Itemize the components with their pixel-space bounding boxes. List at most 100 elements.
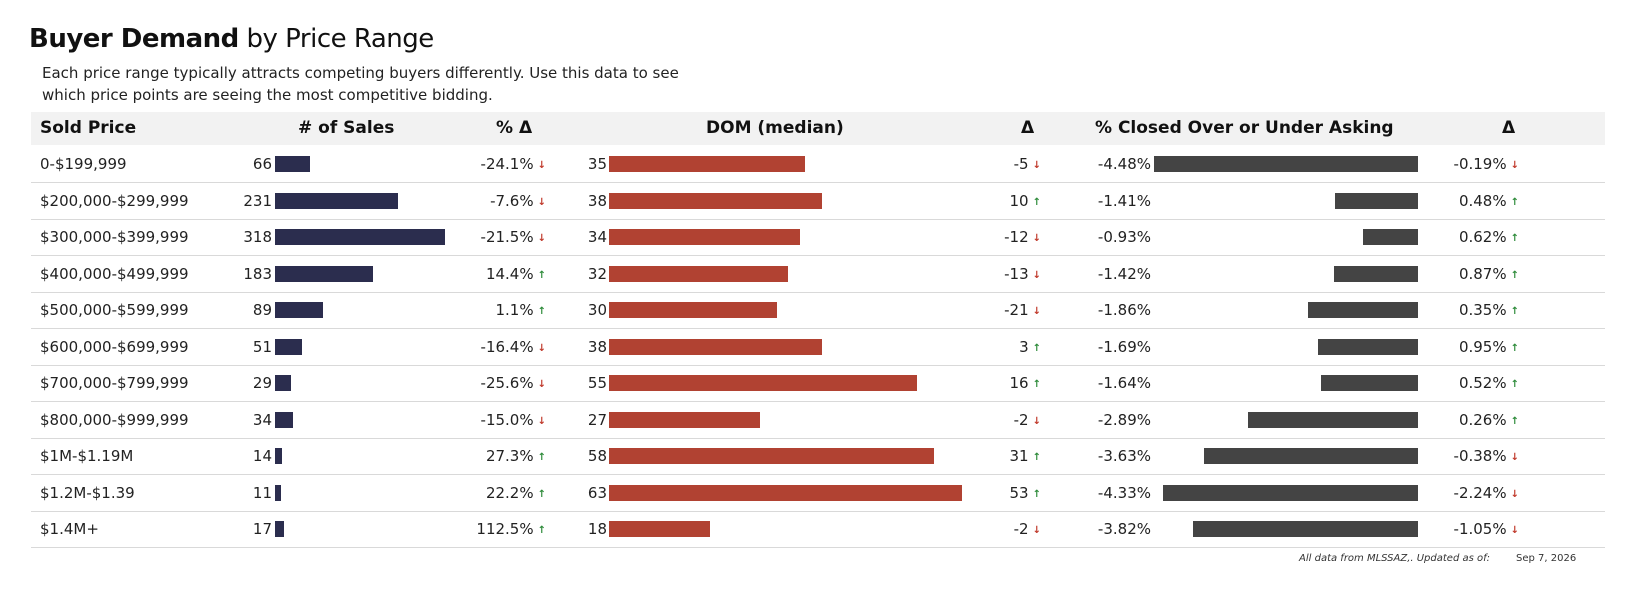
up-arrow-icon: ↑ <box>1510 306 1519 317</box>
up-arrow-icon: ↑ <box>1032 379 1041 390</box>
up-arrow-icon: ↑ <box>1510 196 1519 208</box>
header-dom: DOM (median) <box>706 118 844 138</box>
dom-value: 35 <box>587 155 607 173</box>
table-row: $800,000-$999,999 34 -15.0% ↓ 27 -2 ↓ -2.89% 0.2… <box>31 402 1605 439</box>
sold-price: $200,000-$299,999 <box>40 191 189 210</box>
table-row: $600,000-$699,999 51 -16.4% ↓ 38 3 ↑ -1.69% 0.95… <box>31 329 1605 366</box>
dom-bar <box>609 338 822 355</box>
dom-change: 3 <box>1019 337 1029 356</box>
up-arrow-icon: ↑ <box>1032 196 1041 208</box>
dom-value: 30 <box>587 301 607 319</box>
dom-change: -5 <box>1013 155 1029 173</box>
sales-bar <box>275 156 311 172</box>
sales-change: -15.0% <box>480 410 534 429</box>
dom-change: 16 <box>1009 374 1029 392</box>
dom-change: -13 <box>1004 264 1029 283</box>
up-arrow-icon: ↑ <box>537 269 546 281</box>
closed-bar <box>1247 411 1418 428</box>
closed-change: -0.19% <box>1453 155 1507 173</box>
dom-value: 38 <box>587 337 607 356</box>
down-arrow-icon: ↓ <box>1032 306 1041 317</box>
dom-bar <box>609 448 934 464</box>
table-row: $200,000-$299,999 231 -7.6% ↓ 38 10 ↑ -1.41% 0.4… <box>31 183 1605 220</box>
footer-note: All data from MLSSAZ,. Updated as of: <box>1299 553 1490 564</box>
closed-change: 0.95% <box>1458 337 1507 356</box>
sold-price: $1M-$1.19M <box>40 447 134 465</box>
down-arrow-icon: ↓ <box>537 342 546 354</box>
down-arrow-icon: ↓ <box>1032 269 1041 281</box>
closed-change-cell: 0.48% ↑ <box>1431 183 1519 221</box>
down-arrow-icon: ↓ <box>1510 525 1519 536</box>
closed-bar <box>1204 448 1418 464</box>
down-arrow-icon: ↓ <box>1032 415 1041 427</box>
table-row: 0-$199,999 66 -24.1% ↓ 35 -5 ↓ -4.48% -0.19% ↓ <box>31 146 1605 183</box>
sales-bar <box>275 338 303 355</box>
up-arrow-icon: ↑ <box>1510 379 1519 390</box>
dom-change-cell: -2 ↓ <box>981 511 1041 549</box>
up-arrow-icon: ↑ <box>1032 452 1041 463</box>
closed-bar <box>1308 302 1418 318</box>
sold-price: 0-$199,999 <box>40 155 127 173</box>
dom-value: 32 <box>587 264 607 283</box>
dom-change-cell: -21 ↓ <box>981 292 1041 330</box>
sales-change-cell: 27.3% ↑ <box>451 438 546 476</box>
dom-bar <box>609 411 761 428</box>
sold-price: $800,000-$999,999 <box>40 410 189 429</box>
sales-change-cell: -15.0% ↓ <box>451 402 546 440</box>
sales-value: 17 <box>252 520 272 538</box>
sales-change: -7.6% <box>490 191 534 210</box>
header-sold-price: Sold Price <box>40 118 137 138</box>
sales-bar <box>275 521 285 537</box>
sales-bar <box>275 484 281 501</box>
dom-change-cell: -5 ↓ <box>981 146 1041 184</box>
sales-bar <box>275 192 399 209</box>
dom-change-cell: -12 ↓ <box>981 219 1041 257</box>
table-row: $400,000-$499,999 183 14.4% ↑ 32 -13 ↓ -1.42% 0.… <box>31 256 1605 293</box>
sales-change-cell: -24.1% ↓ <box>451 146 546 184</box>
closed-value: -1.41% <box>1097 191 1151 210</box>
dom-bar <box>609 302 778 318</box>
sales-change-cell: -16.4% ↓ <box>451 329 546 367</box>
up-arrow-icon: ↑ <box>1510 342 1519 354</box>
sales-change: 1.1% <box>495 301 534 319</box>
closed-change-cell: 0.35% ↑ <box>1431 292 1519 330</box>
dom-change-cell: -2 ↓ <box>981 402 1041 440</box>
down-arrow-icon: ↓ <box>1032 233 1041 244</box>
closed-change: 0.35% <box>1458 301 1507 319</box>
header-num-sales: # of Sales <box>298 118 395 138</box>
dom-change: 10 <box>1009 191 1029 210</box>
table-row: $500,000-$599,999 89 1.1% ↑ 30 -21 ↓ -1.86% 0.35… <box>31 292 1605 329</box>
dom-bar <box>609 375 918 391</box>
sales-change: 22.2% <box>485 483 534 502</box>
closed-value: -3.63% <box>1097 447 1151 465</box>
dom-value: 63 <box>587 483 607 502</box>
down-arrow-icon: ↓ <box>1510 160 1519 171</box>
sales-change: -24.1% <box>480 155 534 173</box>
closed-change-cell: 0.87% ↑ <box>1431 256 1519 294</box>
closed-change: 0.62% <box>1458 228 1507 246</box>
table-row: $300,000-$399,999 318 -21.5% ↓ 34 -12 ↓ -0.93% 0… <box>31 219 1605 256</box>
dom-change: -21 <box>1004 301 1029 319</box>
sales-change: 14.4% <box>485 264 534 283</box>
sales-change-cell: -21.5% ↓ <box>451 219 546 257</box>
sales-value: 14 <box>252 447 272 465</box>
dom-bar <box>609 156 806 172</box>
closed-change: 0.26% <box>1458 410 1507 429</box>
closed-value: -1.86% <box>1097 301 1151 319</box>
up-arrow-icon: ↑ <box>1510 415 1519 427</box>
sales-value: 66 <box>252 155 272 173</box>
closed-value: -1.69% <box>1097 337 1151 356</box>
dom-change-cell: 16 ↑ <box>981 365 1041 403</box>
up-arrow-icon: ↑ <box>537 488 546 500</box>
down-arrow-icon: ↓ <box>537 233 546 244</box>
closed-value: -4.33% <box>1097 483 1151 502</box>
closed-value: -1.42% <box>1097 264 1151 283</box>
closed-change-cell: -0.19% ↓ <box>1431 146 1519 184</box>
dom-bar <box>609 484 962 501</box>
dom-value: 38 <box>587 191 607 210</box>
closed-bar <box>1363 229 1418 245</box>
sales-bar <box>275 411 294 428</box>
dom-value: 27 <box>587 410 607 429</box>
header-closed: % Closed Over or Under Asking <box>1095 118 1394 138</box>
closed-value: -2.89% <box>1097 410 1151 429</box>
